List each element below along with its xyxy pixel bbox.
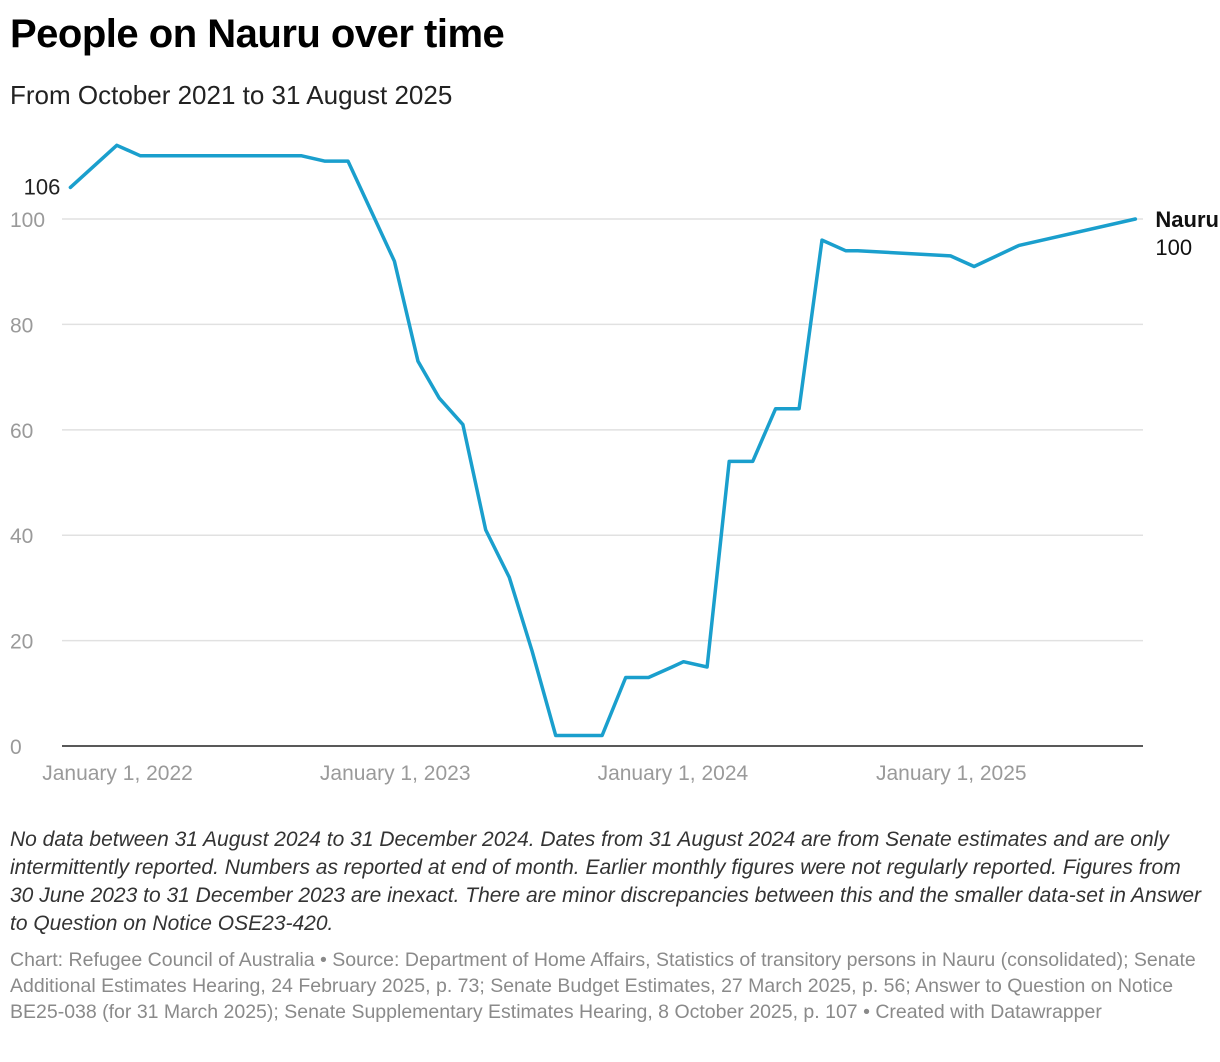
series-label-nauru: Nauru (1155, 207, 1219, 232)
chart-subtitle: From October 2021 to 31 August 2025 (10, 80, 453, 110)
y-tick-label: 100 (10, 209, 45, 232)
x-axis-ticks: January 1, 2022 January 1, 2023 January 1,… (42, 762, 1026, 785)
x-tick-label: January 1, 2024 (598, 762, 749, 785)
y-axis-ticks: 0 20 40 60 80 100 (10, 209, 45, 759)
start-value-label: 106 (24, 174, 61, 199)
y-tick-label: 60 (10, 420, 33, 443)
x-tick-label: January 1, 2023 (320, 762, 471, 785)
chart-source: Chart: Refugee Council of Australia • So… (10, 949, 1196, 1023)
chart-title: People on Nauru over time (10, 12, 505, 56)
series-group (68, 143, 1138, 738)
chart-notes: No data between 31 August 2024 to 31 Dec… (10, 828, 1202, 935)
y-tick-label: 80 (10, 314, 33, 337)
series-line-nauru (68, 143, 1138, 738)
gridlines (62, 218, 1143, 642)
x-tick-label: January 1, 2022 (42, 762, 193, 785)
y-tick-label: 40 (10, 525, 33, 548)
y-tick-label: 0 (10, 736, 22, 759)
y-tick-label: 20 (10, 631, 33, 654)
x-tick-label: January 1, 2025 (876, 762, 1027, 785)
end-value-label: 100 (1155, 235, 1192, 260)
